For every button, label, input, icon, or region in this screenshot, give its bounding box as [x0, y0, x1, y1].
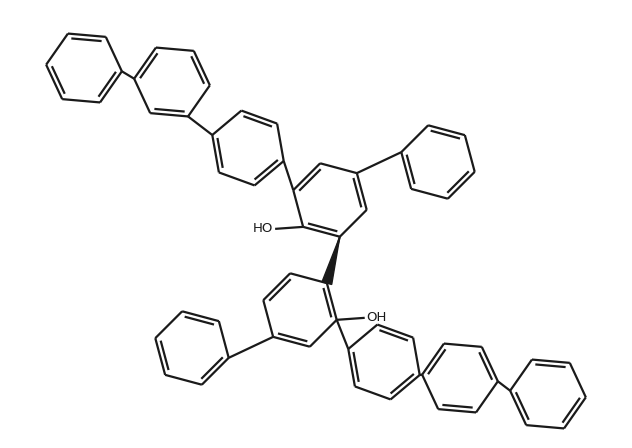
Polygon shape	[322, 237, 340, 284]
Text: OH: OH	[367, 311, 387, 324]
Text: HO: HO	[253, 222, 273, 235]
